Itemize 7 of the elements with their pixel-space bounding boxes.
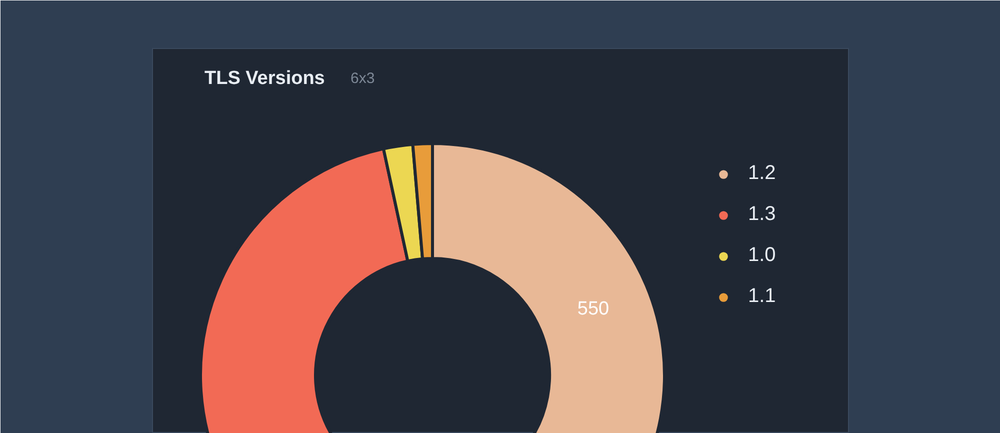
legend-label: 1.2: [748, 162, 776, 185]
chart-title: TLS Versions: [204, 68, 325, 89]
data-label: 550: [577, 298, 610, 320]
legend-label: 1.1: [748, 285, 776, 308]
legend-label: 1.0: [748, 244, 776, 267]
legend-label: 1.3: [748, 203, 776, 226]
chart-subtitle: 6x3: [350, 70, 375, 87]
